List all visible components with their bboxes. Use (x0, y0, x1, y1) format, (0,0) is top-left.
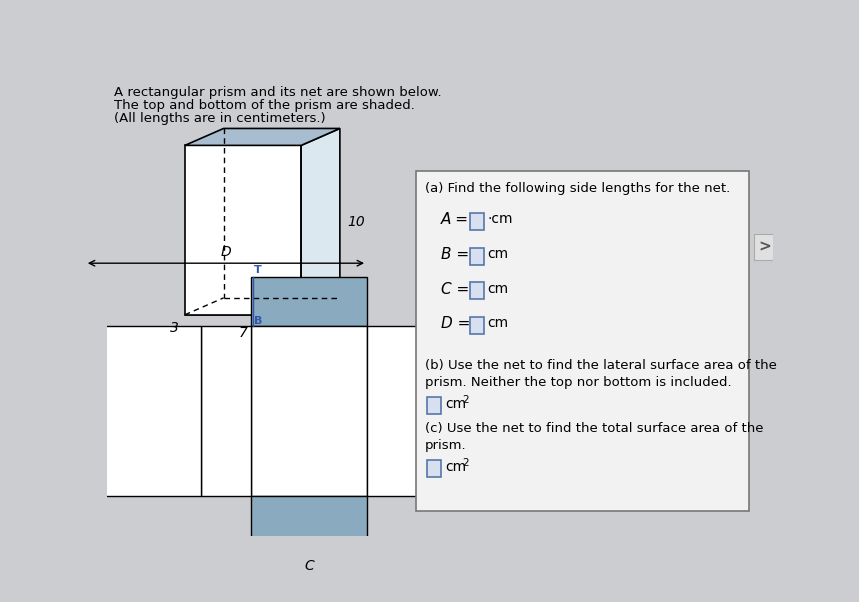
Text: ·cm: ·cm (487, 213, 513, 226)
Text: (b) Use the net to find the lateral surface area of the
prism. Neither the top n: (b) Use the net to find the lateral surf… (425, 359, 777, 389)
Text: D: D (221, 246, 231, 259)
Bar (428, 397, 442, 414)
Text: (c) Use the net to find the total surface area of the
prism.: (c) Use the net to find the total surfac… (425, 422, 764, 452)
Text: (All lengths are in centimeters.): (All lengths are in centimeters.) (113, 113, 326, 125)
Text: B: B (254, 315, 262, 326)
Bar (753, 234, 776, 260)
Polygon shape (185, 146, 302, 315)
Polygon shape (185, 298, 340, 315)
Bar (470, 282, 484, 299)
Text: 2: 2 (462, 458, 469, 468)
Text: 7: 7 (239, 326, 247, 340)
Polygon shape (251, 495, 367, 545)
FancyBboxPatch shape (416, 171, 749, 511)
Text: A: A (497, 404, 507, 418)
Text: (a) Find the following side lengths for the net.: (a) Find the following side lengths for … (425, 182, 730, 194)
Text: B =: B = (441, 247, 473, 262)
Text: >: > (758, 240, 771, 255)
Text: The top and bottom of the prism are shaded.: The top and bottom of the prism are shad… (113, 99, 414, 112)
Polygon shape (367, 326, 484, 495)
Polygon shape (251, 277, 367, 326)
Text: C: C (304, 559, 314, 573)
Text: cm: cm (487, 316, 509, 330)
Polygon shape (201, 326, 251, 495)
Bar (470, 317, 484, 334)
Text: cm: cm (487, 247, 509, 261)
Text: 2: 2 (462, 395, 469, 405)
Text: C =: C = (441, 282, 474, 297)
Bar (470, 213, 484, 230)
Polygon shape (85, 326, 201, 495)
Text: A rectangular prism and its net are shown below.: A rectangular prism and its net are show… (113, 86, 442, 99)
Text: cm: cm (445, 397, 466, 411)
Bar (470, 248, 484, 265)
Polygon shape (302, 128, 340, 315)
Text: 3: 3 (169, 321, 179, 335)
Text: cm: cm (445, 461, 466, 474)
Polygon shape (251, 326, 367, 495)
Polygon shape (185, 128, 340, 146)
Text: 10: 10 (348, 215, 365, 229)
Text: T: T (254, 265, 262, 275)
Text: cm: cm (487, 282, 509, 296)
Text: D =: D = (441, 316, 475, 331)
Bar (428, 461, 442, 477)
Text: A =: A = (441, 213, 473, 228)
